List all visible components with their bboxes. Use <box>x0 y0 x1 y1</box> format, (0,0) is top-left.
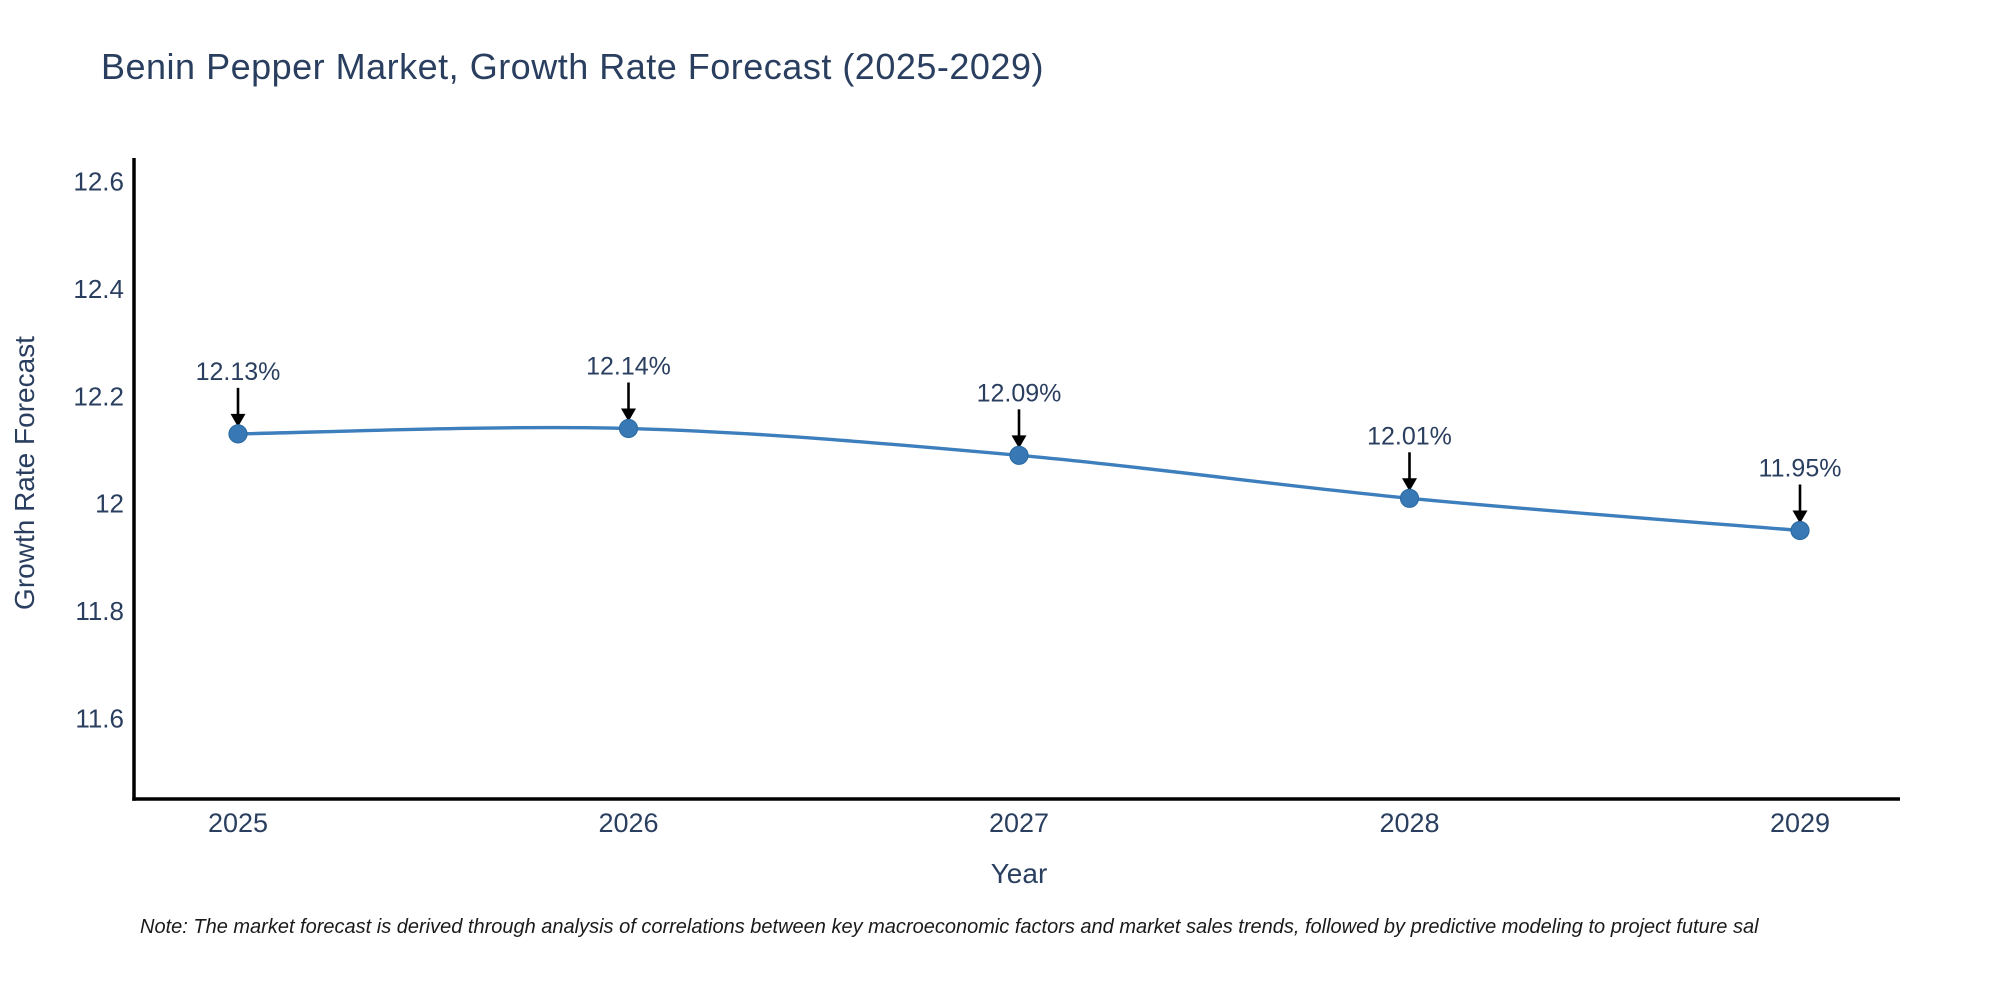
y-tick-label: 12 <box>95 489 124 519</box>
y-tick-label: 12.6 <box>73 166 124 196</box>
x-tick-label: 2025 <box>208 808 268 838</box>
x-tick-label: 2029 <box>1770 808 1830 838</box>
data-point-2027[interactable] <box>1009 445 1029 465</box>
y-tick-label: 11.8 <box>75 596 124 626</box>
annotation-arrow-head <box>1402 478 1417 492</box>
data-point-2025[interactable] <box>228 424 248 444</box>
x-tick-label: 2027 <box>989 808 1049 838</box>
x-tick-label: 2028 <box>1379 808 1439 838</box>
y-axis-title: Growth Rate Forecast <box>9 336 40 610</box>
annotation-arrow-head <box>1011 435 1027 449</box>
annotation-arrow-head <box>230 413 246 427</box>
y-tick-label: 11.6 <box>75 703 124 733</box>
data-point-2029[interactable] <box>1790 520 1810 541</box>
y-tick-label: 12.2 <box>73 381 124 411</box>
chart-title: Benin Pepper Market, Growth Rate Forecas… <box>101 46 1044 87</box>
data-point-label: 12.01% <box>1367 422 1452 450</box>
footnote: Note: The market forecast is derived thr… <box>140 916 1759 938</box>
annotation-arrow-head <box>1792 510 1808 524</box>
y-tick-label: 12.4 <box>73 274 124 304</box>
data-point-label: 11.95% <box>1759 455 1842 483</box>
annotation-arrow-head <box>621 408 636 422</box>
data-point-label: 12.14% <box>586 352 671 380</box>
data-point-label: 12.13% <box>196 358 281 386</box>
data-point-2028[interactable] <box>1399 488 1420 508</box>
data-point-2026[interactable] <box>618 418 639 439</box>
x-tick-label: 2026 <box>598 808 658 838</box>
x-axis-title: Year <box>990 858 1048 889</box>
data-point-label: 12.09% <box>977 379 1062 407</box>
